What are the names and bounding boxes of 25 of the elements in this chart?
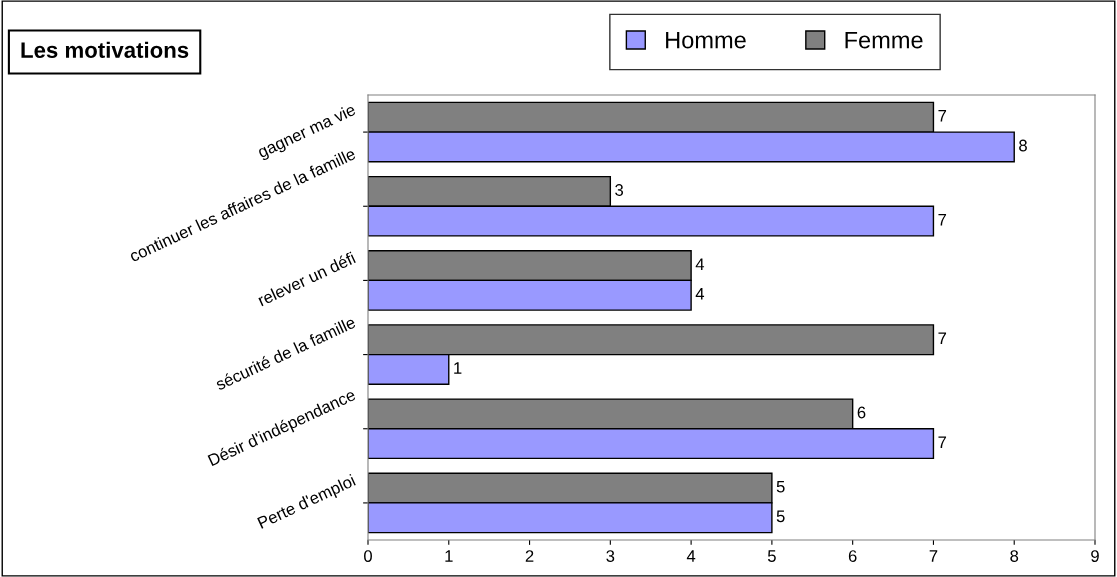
data-label: 7 [938, 436, 947, 448]
data-label: 6 [857, 406, 866, 419]
x-tick-label: 0 [364, 550, 372, 562]
data-label: 7 [938, 213, 947, 226]
x-tick-label: 9 [1091, 550, 1099, 562]
x-tick-label: 3 [606, 550, 615, 562]
x-tick-label: 2 [525, 550, 534, 562]
x-tick-label: 5 [767, 550, 776, 562]
data-label: 5 [776, 480, 785, 493]
data-label: 5 [776, 510, 785, 523]
data-label: 1 [454, 362, 462, 374]
data-label: 8 [1019, 139, 1027, 152]
data-label: 7 [938, 110, 947, 122]
data-label: 4 [695, 258, 705, 270]
x-tick-label: 1 [445, 550, 453, 562]
legend-label: Femme [845, 31, 923, 49]
data-label: 4 [695, 288, 705, 300]
x-tick-label: 7 [929, 550, 938, 562]
data-label: 3 [615, 184, 624, 196]
text: Les motivations [21, 41, 189, 58]
legend-label: Homme [666, 31, 746, 49]
data-label: 7 [938, 332, 947, 345]
x-tick-label: 6 [848, 550, 857, 562]
x-tick-label: 8 [1010, 550, 1019, 562]
x-tick-label: 4 [686, 550, 696, 562]
